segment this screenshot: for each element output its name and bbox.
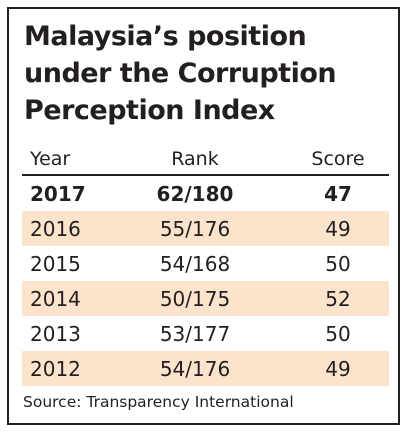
header-rank: Rank	[171, 147, 219, 170]
cell-year: 2014	[30, 286, 81, 311]
header-year: Year	[30, 147, 71, 170]
cell-year: 2016	[30, 216, 81, 241]
cell-score: 52	[325, 286, 351, 311]
cell-rank: 54/176	[159, 356, 231, 381]
table-row: 2017 62/180 47	[22, 176, 389, 211]
table-row: 2012 54/176 49	[22, 351, 389, 386]
cpi-table: Year Rank Score 2017 62/180 47 2016 55/176 49…	[22, 143, 389, 386]
title-line-1: Malaysia’s position	[24, 21, 307, 52]
cell-score: 47	[324, 181, 352, 206]
chart-title: Malaysia’s position under the Corruption…	[24, 18, 394, 129]
cell-rank: 50/175	[159, 286, 231, 311]
cell-rank: 54/168	[159, 251, 231, 276]
cell-year: 2017	[30, 181, 86, 206]
cell-rank: 53/177	[159, 321, 231, 346]
table-header-row: Year Rank Score	[22, 143, 389, 174]
table-body: 2017 62/180 47 2016 55/176 49 2015 54/168 50 2014…	[22, 176, 389, 386]
header-divider	[22, 174, 389, 176]
infographic-frame	[7, 7, 400, 425]
cell-year: 2012	[30, 356, 81, 381]
table-row: 2016 55/176 49	[22, 211, 389, 246]
table-row: 2015 54/168 50	[22, 246, 389, 281]
cell-year: 2013	[30, 321, 81, 346]
title-line-3: Perception Index	[24, 95, 275, 126]
cell-rank: 55/176	[159, 216, 231, 241]
cell-score: 50	[325, 251, 351, 276]
cell-rank: 62/180	[156, 181, 234, 206]
table-row: 2014 50/175 52	[22, 281, 389, 316]
header-score: Score	[311, 147, 365, 170]
cell-score: 49	[325, 356, 351, 381]
cell-score: 49	[325, 216, 351, 241]
cell-score: 50	[325, 321, 351, 346]
cell-year: 2015	[30, 251, 81, 276]
table-row: 2013 53/177 50	[22, 316, 389, 351]
title-line-2: under the Corruption	[24, 58, 337, 89]
source-note: Source: Transparency International	[23, 393, 294, 411]
